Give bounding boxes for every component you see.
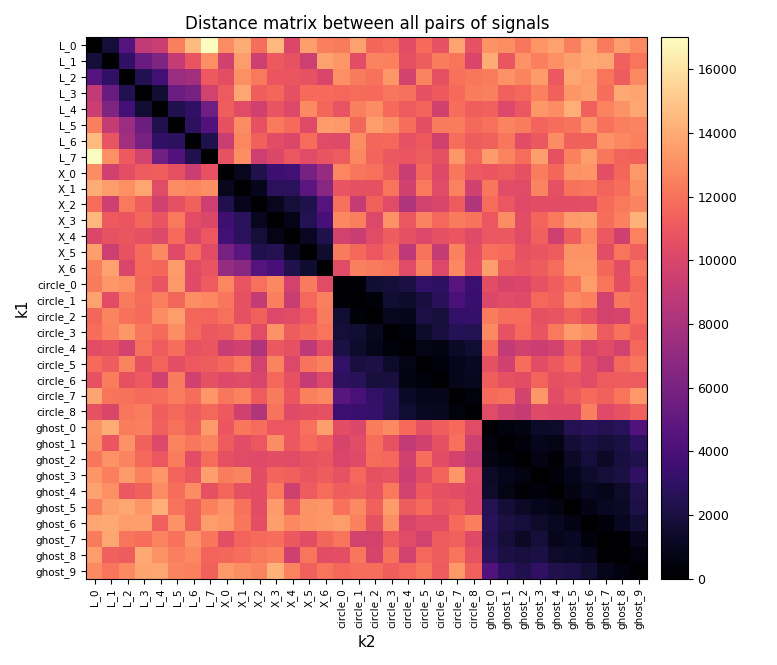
X-axis label: k2: k2	[357, 635, 376, 650]
Y-axis label: k1: k1	[15, 299, 30, 317]
Title: Distance matrix between all pairs of signals: Distance matrix between all pairs of sig…	[184, 15, 549, 33]
